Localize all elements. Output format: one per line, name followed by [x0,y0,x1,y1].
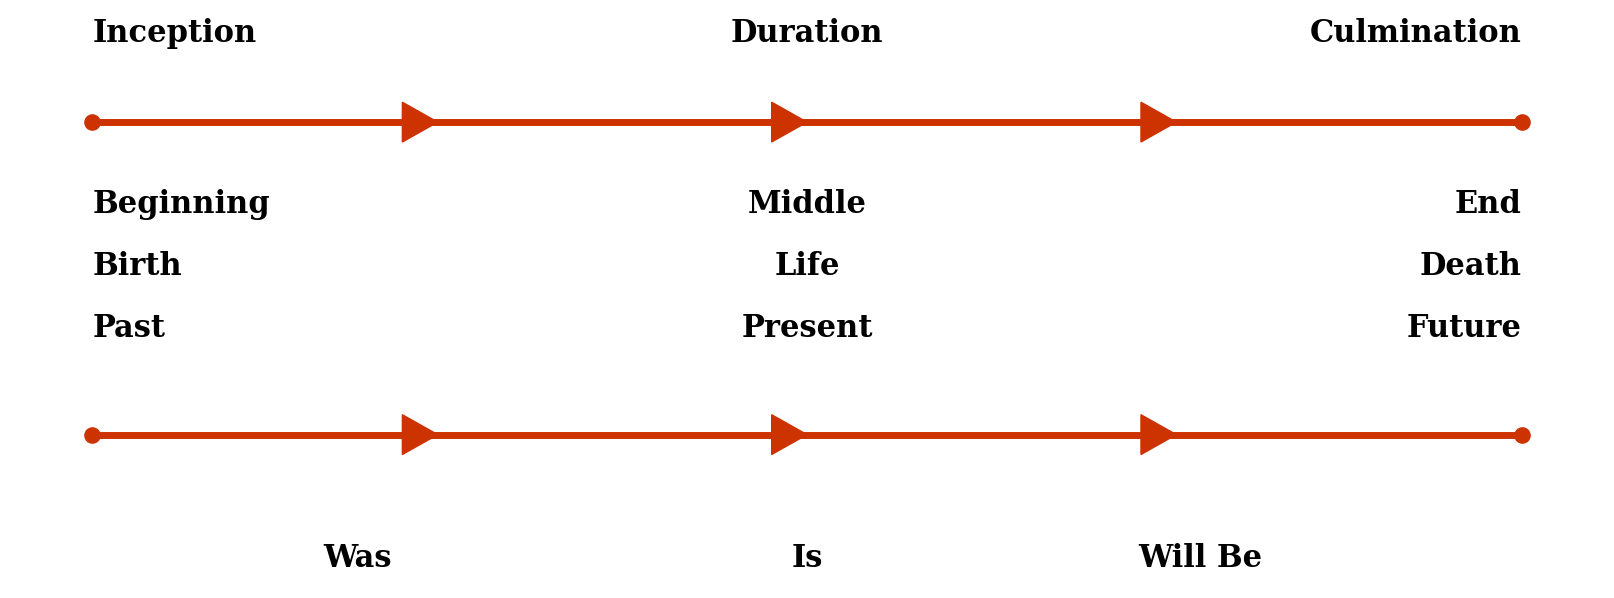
Polygon shape [1141,415,1177,454]
Text: Birth: Birth [92,251,182,282]
Text: Death: Death [1420,251,1522,282]
Text: Beginning: Beginning [92,189,270,220]
Point [1509,117,1535,127]
Text: Is: Is [791,543,823,574]
Text: Will Be: Will Be [1138,543,1262,574]
Polygon shape [771,415,807,454]
Polygon shape [1141,102,1177,142]
Text: Duration: Duration [731,18,883,49]
Point [79,117,105,127]
Text: Culmination: Culmination [1309,18,1522,49]
Text: Future: Future [1406,313,1522,344]
Polygon shape [402,415,437,454]
Text: Present: Present [741,313,873,344]
Text: Was: Was [323,543,392,574]
Text: Life: Life [775,251,839,282]
Point [1509,430,1535,440]
Text: End: End [1454,189,1522,220]
Polygon shape [771,102,807,142]
Text: Inception: Inception [92,18,257,49]
Polygon shape [402,102,437,142]
Text: Past: Past [92,313,166,344]
Point [79,430,105,440]
Text: Middle: Middle [747,189,867,220]
